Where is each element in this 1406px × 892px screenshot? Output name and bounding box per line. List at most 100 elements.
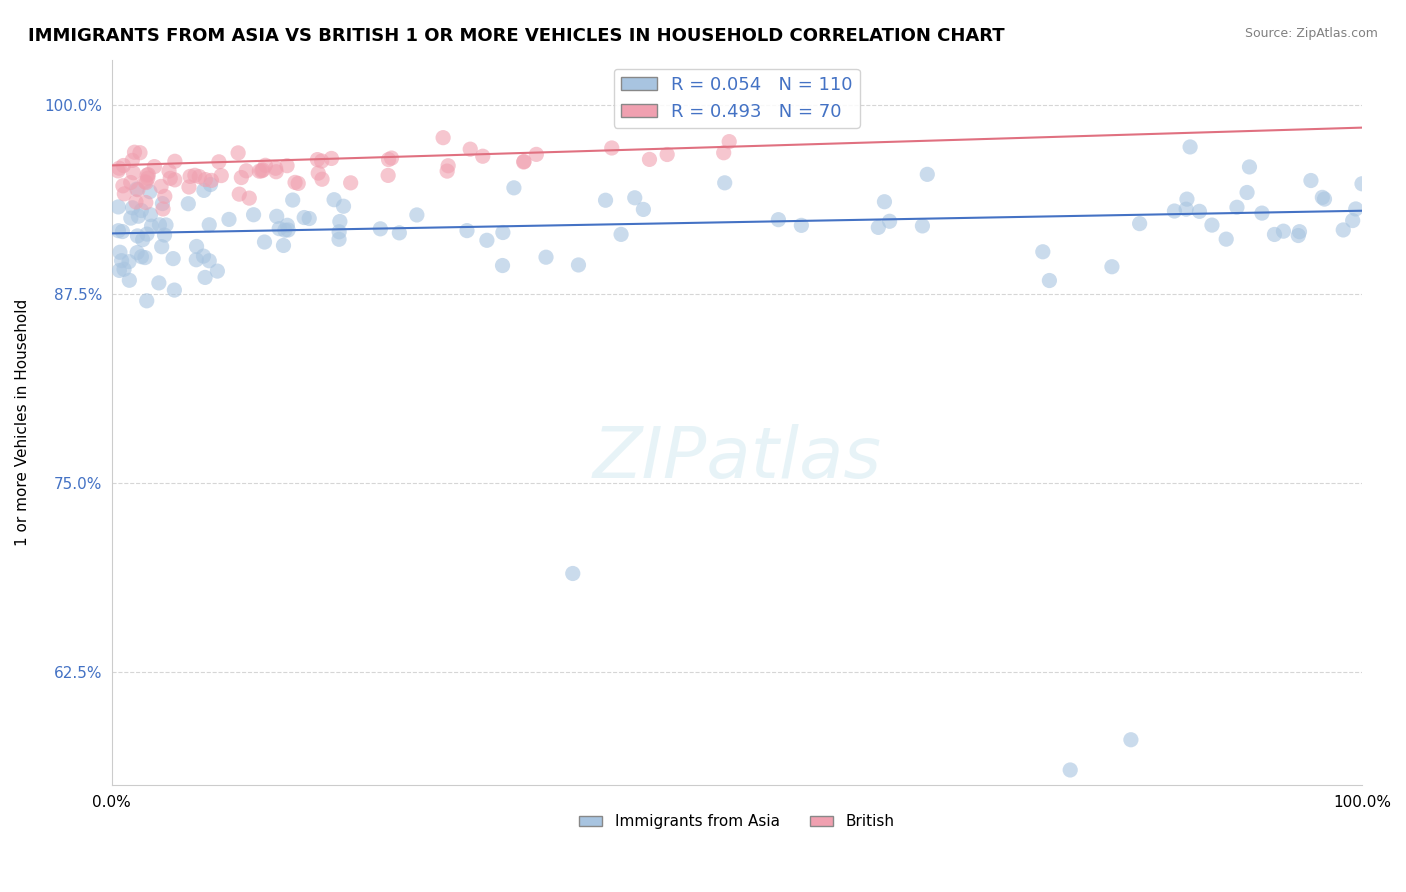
Point [184, 169, 207, 183]
Text: ZIPatlas: ZIPatlas [592, 424, 882, 493]
Point [107, 200, 129, 214]
Point [163, 283, 186, 297]
Point [281, 193, 304, 207]
Point [873, 194, 896, 209]
Point [332, 199, 354, 213]
Point [250, 164, 273, 178]
Point [1226, 200, 1249, 214]
Point [198, 253, 221, 268]
Point [1188, 204, 1211, 219]
Point [177, 180, 200, 194]
Point [226, 145, 249, 160]
Point [1119, 732, 1142, 747]
Point [713, 176, 735, 190]
Point [136, 227, 159, 241]
Point [148, 276, 170, 290]
Point [600, 141, 623, 155]
Point [118, 254, 141, 268]
Point [1313, 192, 1336, 206]
Point [264, 161, 287, 176]
Point [1351, 177, 1374, 191]
Point [264, 165, 287, 179]
Point [218, 212, 240, 227]
Point [186, 239, 208, 253]
Point [127, 245, 149, 260]
Point [188, 169, 211, 184]
Point [917, 167, 939, 181]
Point [129, 145, 152, 160]
Point [328, 232, 350, 246]
Legend: Immigrants from Asia, British: Immigrants from Asia, British [574, 808, 900, 836]
Point [179, 169, 201, 184]
Point [492, 226, 515, 240]
Point [200, 178, 222, 192]
Point [287, 177, 309, 191]
Point [254, 158, 277, 172]
Point [193, 183, 215, 197]
Point [284, 175, 307, 189]
Point [1178, 140, 1201, 154]
Point [153, 228, 176, 243]
Point [567, 258, 589, 272]
Point [1239, 160, 1261, 174]
Point [1059, 763, 1081, 777]
Point [253, 235, 276, 249]
Point [252, 163, 274, 178]
Point [471, 149, 494, 163]
Point [623, 191, 645, 205]
Point [1175, 202, 1198, 216]
Point [238, 191, 260, 205]
Point [112, 159, 135, 173]
Point [768, 212, 790, 227]
Point [292, 211, 315, 225]
Point [134, 251, 156, 265]
Point [162, 252, 184, 266]
Point [163, 154, 186, 169]
Point [193, 249, 215, 263]
Point [148, 218, 170, 232]
Point [125, 182, 148, 196]
Point [458, 142, 481, 156]
Point [120, 211, 142, 226]
Point [107, 224, 129, 238]
Point [231, 170, 253, 185]
Point [1263, 227, 1285, 242]
Point [718, 135, 741, 149]
Point [911, 219, 934, 233]
Point [1299, 173, 1322, 187]
Text: IMMIGRANTS FROM ASIA VS BRITISH 1 OR MORE VEHICLES IN HOUSEHOLD CORRELATION CHAR: IMMIGRANTS FROM ASIA VS BRITISH 1 OR MOR… [28, 27, 1005, 45]
Point [207, 264, 229, 278]
Point [134, 175, 156, 189]
Point [713, 145, 735, 160]
Point [200, 173, 222, 187]
Point [269, 221, 291, 235]
Point [194, 172, 217, 186]
Point [135, 195, 157, 210]
Point [456, 224, 478, 238]
Point [790, 219, 813, 233]
Point [321, 152, 343, 166]
Point [1344, 202, 1367, 216]
Point [131, 203, 153, 218]
Point [118, 273, 141, 287]
Point [108, 245, 131, 260]
Point [1286, 228, 1309, 243]
Point [868, 220, 890, 235]
Point [307, 153, 329, 167]
Point [198, 218, 221, 232]
Point [329, 214, 352, 228]
Point [121, 153, 143, 168]
Point [152, 202, 174, 216]
Point [1331, 223, 1354, 237]
Point [377, 153, 399, 167]
Point [152, 196, 174, 211]
Point [328, 225, 350, 239]
Point [388, 226, 411, 240]
Point [153, 189, 176, 203]
Point [595, 193, 617, 207]
Point [437, 159, 460, 173]
Point [136, 168, 159, 182]
Point [1201, 218, 1223, 232]
Point [159, 171, 181, 186]
Point [127, 183, 149, 197]
